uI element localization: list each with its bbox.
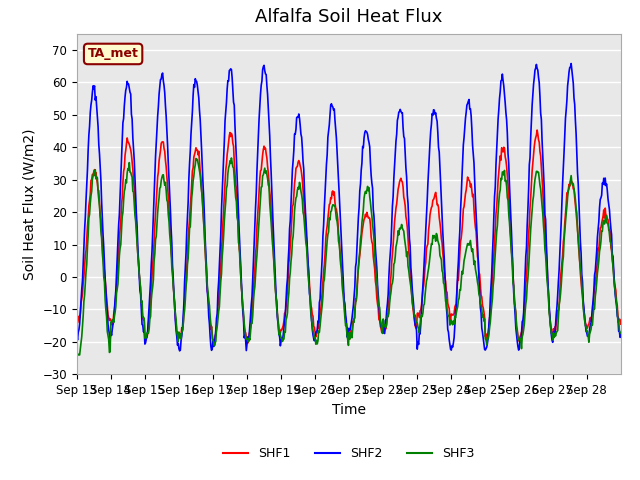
SHF2 [436,164,444,170]
SHF3 [265,184,273,190]
SHF1 [285,260,292,265]
SHF3 [437,255,445,261]
SHF1 [617,321,625,327]
SHF2 [237,281,245,287]
Y-axis label: Soil Heat Flux (W/m2): Soil Heat Flux (W/m2) [23,128,36,280]
SHF2 [137,292,145,298]
SHF2 [406,236,413,241]
Title: Alfalfa Soil Heat Flux: Alfalfa Soil Heat Flux [255,9,442,26]
SHF3 [228,155,236,161]
SHF2 [73,332,81,337]
SHF3 [406,279,414,285]
Line: SHF3: SHF3 [77,158,621,355]
SHF1 [137,289,145,295]
SHF3 [285,276,293,282]
SHF2 [617,332,625,337]
SHF1 [436,220,444,226]
SHF2 [567,60,575,66]
SHF3 [76,352,83,358]
SHF2 [176,348,184,354]
X-axis label: Time: Time [332,403,366,417]
Legend: SHF1, SHF2, SHF3: SHF1, SHF2, SHF3 [218,442,480,465]
SHF1 [237,283,245,288]
SHF2 [264,106,272,111]
SHF1 [406,255,413,261]
Text: TA_met: TA_met [88,48,138,60]
SHF3 [73,348,81,354]
Line: SHF1: SHF1 [77,130,621,345]
SHF1 [73,317,81,323]
SHF3 [617,330,625,336]
SHF3 [238,292,246,298]
SHF2 [285,246,292,252]
SHF1 [211,342,218,348]
SHF1 [264,170,272,176]
SHF3 [138,300,145,306]
SHF1 [533,127,541,133]
Line: SHF2: SHF2 [77,63,621,351]
